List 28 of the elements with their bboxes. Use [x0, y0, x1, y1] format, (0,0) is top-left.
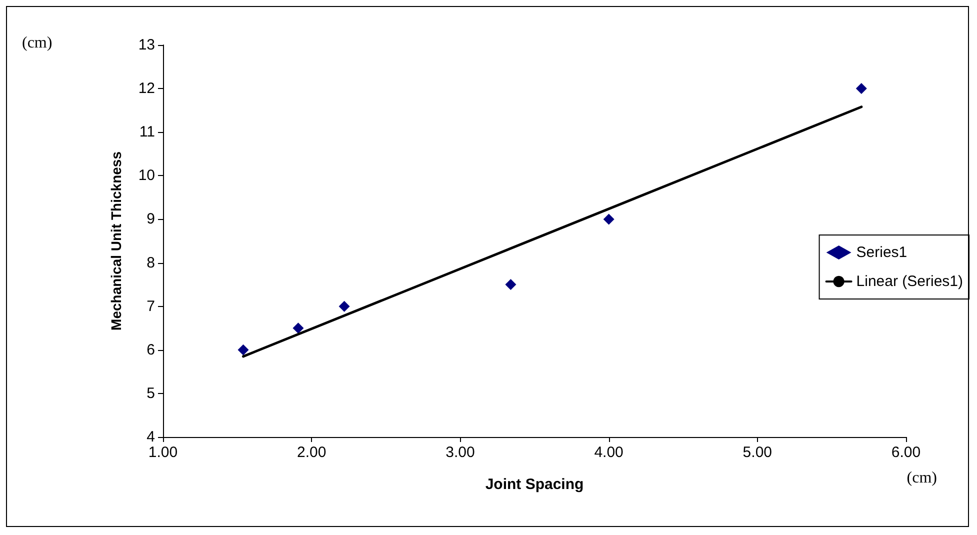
y-tick-label: 9	[146, 210, 155, 228]
x-tick-label: 5.00	[742, 444, 772, 461]
legend-label: Series1	[856, 244, 908, 261]
text: (cm)	[22, 34, 52, 52]
x-tick-label: 3.00	[446, 444, 475, 461]
y-tick-label: 7	[146, 298, 155, 315]
y-tick-label: 11	[139, 124, 155, 141]
y-axis-title: Mechanical Unit Thickness	[108, 151, 124, 330]
y-tick-label: 4	[146, 428, 155, 446]
point	[292, 322, 304, 334]
point	[338, 300, 350, 312]
x-tick-label: 6.00	[891, 444, 921, 461]
text: (cm)	[906, 470, 937, 486]
x-tick-label: 4.00	[594, 444, 624, 461]
y-tick-label: 6	[146, 341, 155, 358]
x-axis-title: Joint Spacing	[485, 476, 584, 493]
legend-label: Linear (Series1)	[856, 273, 964, 290]
x-tick-label: 2.00	[297, 444, 326, 461]
y-tick-label: 12	[138, 80, 155, 98]
y-tick-label: 10	[138, 167, 155, 184]
point	[603, 214, 614, 225]
x-tick-label: 1.00	[148, 444, 178, 461]
point	[238, 344, 249, 356]
y-tick-label: 13	[138, 36, 155, 54]
y-tick-label: 8	[146, 254, 155, 272]
point	[856, 83, 867, 94]
y-tick-label: 5	[146, 384, 155, 402]
point	[505, 279, 516, 290]
